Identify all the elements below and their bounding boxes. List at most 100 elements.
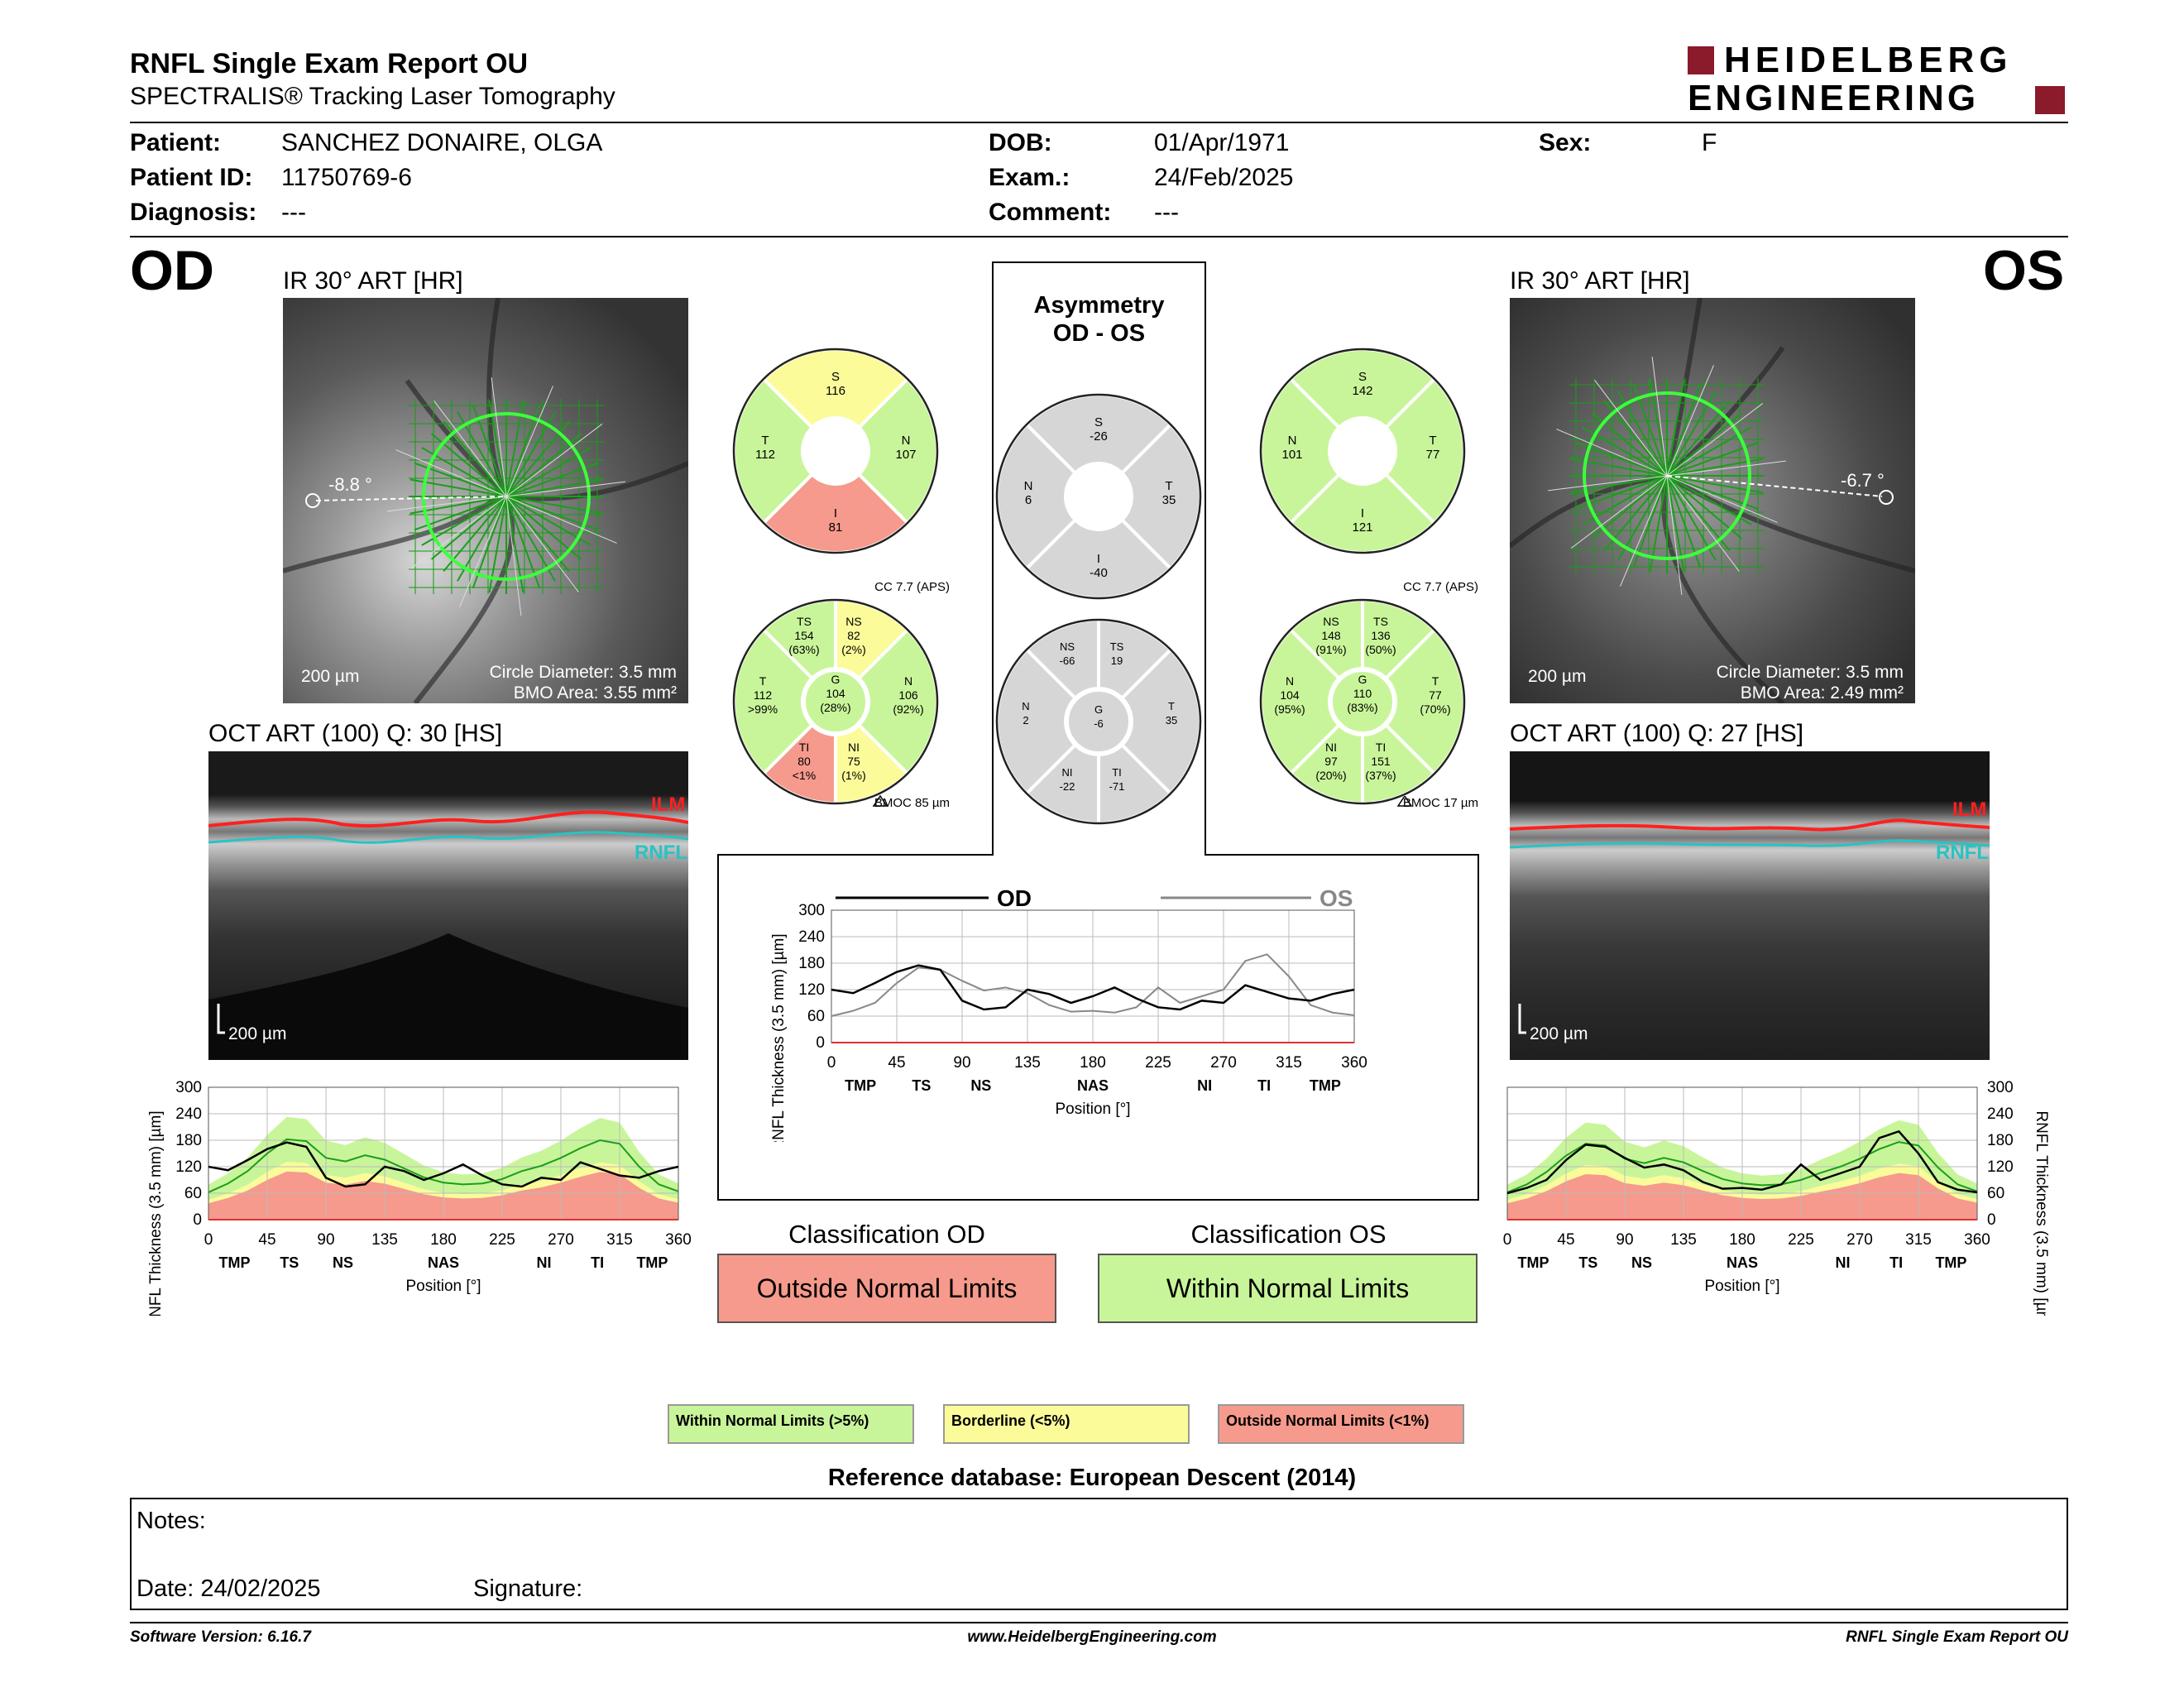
reference-database: Reference database: European Descent (20…: [827, 1465, 1357, 1491]
od-scan-circle: -8.8 °: [283, 298, 688, 703]
x-tick-label: 45: [1557, 1231, 1574, 1249]
x-tick-label: 180: [430, 1231, 457, 1249]
logo-line2: ENGINEERING: [1688, 78, 1980, 118]
region-label: TI: [1889, 1254, 1903, 1271]
region-label: TI: [1257, 1077, 1271, 1094]
region-label: NS: [333, 1254, 353, 1271]
patient-id: 11750769-6: [281, 164, 412, 191]
asymmetry-title: Asymmetry OD - OS: [993, 291, 1205, 348]
legend-within-normal: Within Normal Limits (>5%): [668, 1404, 914, 1444]
x-tick-label: 135: [1670, 1231, 1697, 1249]
x-axis-label: Position [°]: [1055, 1101, 1130, 1118]
software-version: Software Version: 6.16.7: [130, 1628, 311, 1646]
y-tick-label: 240: [175, 1105, 202, 1123]
region-label: NI: [1835, 1254, 1850, 1271]
comment-label: Comment:: [989, 199, 1112, 226]
od-bmo-area: BMO Area: 3.55 mm²: [513, 683, 677, 703]
y-tick-label: 120: [1987, 1158, 2014, 1176]
x-tick-label: 0: [1503, 1231, 1512, 1249]
os-oct-caption: OCT ART (100) Q: 27 [HS]: [1510, 720, 1804, 747]
od-oct-scale: 200 µm: [228, 1024, 287, 1043]
os-bmo-area: BMO Area: 2.49 mm²: [1740, 683, 1904, 703]
sex-label: Sex:: [1539, 129, 1592, 156]
y-axis-label: RNFL Thickness (3.5 mm) [µm]: [2033, 1110, 2050, 1316]
x-tick-label: 315: [606, 1231, 633, 1249]
os-angle: -6.7 °: [1841, 470, 1885, 491]
region-label: TMP: [636, 1254, 668, 1271]
notes-signature[interactable]: Signature:: [473, 1575, 583, 1602]
website-link[interactable]: www.HeidelbergEngineering.com: [967, 1628, 1217, 1646]
y-axis-label: RNFL Thickness (3.5 mm) [µm]: [770, 933, 788, 1142]
region-label: NAS: [428, 1254, 459, 1271]
x-tick-label: 90: [953, 1054, 970, 1072]
y-tick-label: 240: [1987, 1105, 2014, 1123]
diagnosis: ---: [281, 199, 306, 226]
asymmetry-title-line2: OD - OS: [1052, 320, 1146, 347]
x-axis-label: Position [°]: [1704, 1278, 1779, 1295]
notes-label: Notes:: [136, 1508, 206, 1534]
footer-report-name: RNFL Single Exam Report OU: [1846, 1628, 2068, 1646]
os-thickness-line: [1506, 1129, 1978, 1195]
x-tick-label: 90: [317, 1231, 334, 1249]
y-tick-label: 0: [816, 1034, 825, 1052]
od-circle-diameter: Circle Diameter: 3.5 mm: [489, 663, 677, 682]
y-tick-label: 0: [193, 1211, 202, 1229]
od-rnfl-profile-chart: 0 60 120 180 240 300 0 45 90 135 180 225 270 315 360 TM…: [147, 1079, 692, 1316]
region-label: TMP: [1935, 1254, 1966, 1271]
x-tick-label: 360: [1341, 1054, 1367, 1072]
region-label: TS: [280, 1254, 299, 1271]
legend-outside-normal: Outside Normal Limits (<1%): [1218, 1404, 1464, 1444]
notes-box[interactable]: Notes: Date: 24/02/2025 Signature:: [130, 1498, 2068, 1610]
region-label: NAS: [1727, 1254, 1758, 1271]
y-tick-label: 300: [798, 902, 825, 919]
x-axis-label: Position [°]: [405, 1278, 481, 1295]
comment: ---: [1154, 199, 1179, 226]
diagnosis-label: Diagnosis:: [130, 199, 257, 226]
region-label: NAS: [1077, 1077, 1109, 1094]
os-scan-circle: -6.7 °: [1510, 298, 1915, 703]
y-axis-label: RNFL Thickness (3.5 mm) [µm]: [147, 1110, 165, 1316]
x-tick-label: 360: [665, 1231, 692, 1249]
exam-label: Exam.:: [989, 164, 1070, 191]
region-label: NS: [970, 1077, 991, 1094]
asym-os-line: [831, 953, 1355, 1017]
x-tick-label: 0: [204, 1231, 213, 1249]
os-classification-value: Within Normal Limits: [1098, 1254, 1478, 1323]
os-ir-scale: 200 µm: [1528, 667, 1587, 686]
y-tick-label: 180: [1987, 1132, 2014, 1149]
od-rnfl-label: RNFL: [635, 842, 687, 864]
x-tick-label: 90: [1616, 1231, 1633, 1249]
y-tick-label: 120: [175, 1158, 202, 1176]
region-label: TMP: [845, 1077, 876, 1094]
x-tick-label: 45: [258, 1231, 275, 1249]
os-fundus-image: -6.7 ° 200 µm Circle Diameter: 3.5 mm BM…: [1510, 298, 1915, 703]
od-classification-value: Outside Normal Limits: [717, 1254, 1056, 1323]
x-tick-label: 45: [888, 1054, 905, 1072]
x-tick-label: 270: [1210, 1054, 1237, 1072]
y-tick-label: 0: [1987, 1211, 1996, 1229]
od-normative-mean-line: [208, 1138, 679, 1193]
patient-id-label: Patient ID:: [130, 164, 253, 191]
patient-name: SANCHEZ DONAIRE, OLGA: [281, 129, 603, 156]
os-rnfl-label: RNFL: [1936, 842, 1989, 864]
od-oct-caption: OCT ART (100) Q: 30 [HS]: [208, 720, 503, 747]
x-tick-label: 180: [1729, 1231, 1755, 1249]
od-ilm-label: ILM: [651, 794, 685, 816]
x-tick-label: 135: [1014, 1054, 1041, 1072]
exam-date: 24/Feb/2025: [1154, 164, 1294, 191]
y-tick-label: 60: [1987, 1185, 2004, 1202]
od-classification-label: Classification OD: [788, 1220, 985, 1249]
od-thickness-line: [208, 1141, 679, 1188]
y-tick-label: 300: [175, 1079, 202, 1096]
region-label: TMP: [219, 1254, 251, 1271]
region-label: TS: [912, 1077, 931, 1094]
od-fundus-image: -8.8 ° 200 µm Circle Diameter: 3.5 mm BM…: [283, 298, 688, 703]
dob: 01/Apr/1971: [1154, 129, 1290, 156]
os-oct-bscan: ILM RNFL 200 µm: [1510, 751, 1990, 1060]
od-ir-caption: IR 30° ART [HR]: [283, 267, 463, 295]
asymmetry-frame: [717, 261, 1479, 1201]
x-tick-label: 225: [1145, 1054, 1171, 1072]
region-label: NI: [536, 1254, 551, 1271]
x-tick-label: 315: [1276, 1054, 1302, 1072]
asymmetry-title-line1: Asymmetry: [1033, 292, 1165, 319]
